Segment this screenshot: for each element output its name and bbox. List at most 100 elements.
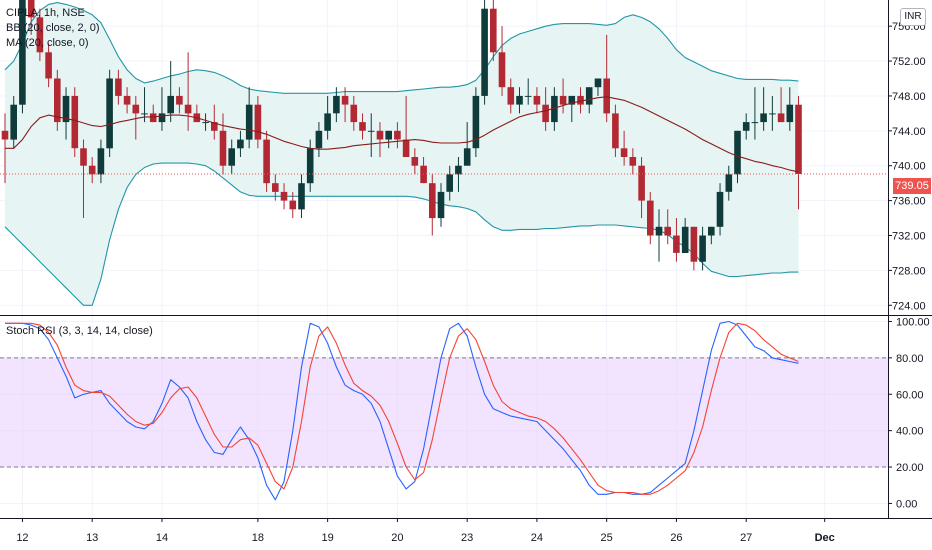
price-tick-label: 740.00: [892, 161, 926, 173]
candle-body: [699, 235, 706, 262]
candle-body: [1, 130, 9, 140]
candle-body: [167, 95, 174, 114]
candle-body: [106, 78, 113, 149]
candle-body: [341, 95, 349, 105]
candle-body: [585, 87, 593, 105]
candle-body: [45, 52, 52, 79]
last-price-tag: 739.05: [893, 178, 931, 194]
candle-body: [742, 122, 750, 131]
candle-body: [559, 95, 567, 105]
candle-body: [176, 95, 183, 105]
candle-body: [542, 104, 549, 123]
candle-body: [184, 104, 192, 114]
time-tick-label: 23: [461, 532, 473, 544]
time-tick-label: 27: [740, 532, 752, 544]
candle-body: [149, 113, 157, 123]
candle-body: [472, 95, 480, 149]
candle-body: [437, 191, 445, 219]
candle-body: [306, 148, 314, 184]
candle-body: [777, 113, 785, 123]
price-tick-label: 728.00: [892, 265, 926, 277]
candle-body: [498, 52, 506, 88]
stoch-tick-label: 100.00: [896, 316, 930, 328]
candle-body: [603, 78, 610, 114]
candle-body: [568, 95, 576, 105]
candle-body: [594, 78, 602, 88]
time-tick-label: 13: [86, 532, 98, 544]
stoch-rsi-title[interactable]: Stoch RSI (3, 3, 14, 14, close): [6, 325, 153, 337]
candle-body: [716, 191, 724, 227]
bollinger-bands: [4, 2, 799, 306]
bb-legend[interactable]: BB (20, close, 2, 0): [6, 22, 100, 34]
candle-body: [97, 148, 105, 175]
time-tick-label: Dec: [815, 532, 835, 544]
time-tick-label: 20: [391, 532, 403, 544]
candle-body: [786, 104, 794, 123]
candle-body: [10, 104, 17, 140]
candle-body: [333, 95, 340, 114]
candle-body: [516, 95, 523, 105]
stoch-tick-label: 40.00: [896, 426, 924, 438]
price-tick-label: 748.00: [892, 91, 926, 103]
candle-body: [54, 78, 61, 123]
symbol-title[interactable]: CIPLA, 1h, NSE: [6, 7, 85, 19]
candle-body: [88, 165, 96, 175]
candle-body: [690, 226, 698, 262]
time-tick-label: 12: [16, 532, 28, 544]
candle-body: [507, 87, 515, 105]
candle-body: [463, 148, 471, 166]
stoch-tick-label: 60.00: [896, 389, 924, 401]
candle-body: [481, 8, 488, 96]
candle-body: [237, 139, 244, 149]
candle-body: [577, 95, 584, 105]
candle-body: [245, 104, 253, 140]
candle-body: [80, 148, 87, 166]
candle-body: [272, 183, 279, 192]
time-tick-label: 18: [252, 532, 264, 544]
candle-body: [664, 226, 671, 236]
time-tick-label: 19: [322, 532, 334, 544]
candle-body: [620, 148, 628, 157]
candle-body: [62, 95, 70, 123]
candle-body: [795, 104, 802, 174]
candle-body: [455, 165, 462, 175]
time-tick-label: 14: [156, 532, 168, 544]
stoch-tick-label: 80.00: [896, 353, 924, 365]
time-axis[interactable]: 12 13 14 18 19 20 23 24 25 26 27 Dec: [16, 518, 835, 544]
price-tick-label: 736.00: [892, 196, 926, 208]
main-legend: CIPLA, 1h, NSE BB (20, close, 2, 0) MA (…: [6, 6, 100, 51]
candle-body: [254, 104, 262, 140]
candle-body: [629, 157, 637, 166]
candle-body: [429, 183, 436, 219]
candle-body: [385, 130, 392, 140]
candle-body: [673, 235, 680, 253]
ma-legend[interactable]: MA (20, close, 0): [6, 37, 89, 49]
bb-fill: [5, 2, 799, 306]
candle-body: [19, 0, 26, 105]
price-tick-label: 744.00: [892, 126, 926, 138]
stoch-rsi-zone: [0, 357, 888, 468]
candle-body: [298, 183, 305, 210]
candle-body: [211, 122, 218, 131]
candle-body: [376, 130, 384, 140]
stoch-k-line: [5, 320, 799, 501]
candle-body: [446, 174, 453, 192]
candle-body: [141, 113, 148, 115]
candle-body: [123, 95, 131, 105]
currency-badge[interactable]: INR: [900, 8, 926, 26]
price-tick-label: 752.00: [892, 56, 926, 68]
candle-body: [71, 95, 79, 149]
price-tick-label: 732.00: [892, 231, 926, 243]
time-tick-label: 25: [601, 532, 613, 544]
candle-body: [289, 200, 297, 210]
ma-line: [5, 96, 799, 173]
price-axis[interactable]: 724.00 728.00 732.00 736.00 740.00 744.00 748.…: [888, 21, 930, 510]
candle-body: [760, 113, 767, 123]
candle-body: [158, 113, 166, 123]
candle-body: [115, 78, 122, 96]
candle-body: [655, 226, 663, 236]
time-tick-label: 26: [670, 532, 682, 544]
candle-body: [394, 130, 401, 140]
stoch-tick-label: 0.00: [896, 498, 917, 510]
